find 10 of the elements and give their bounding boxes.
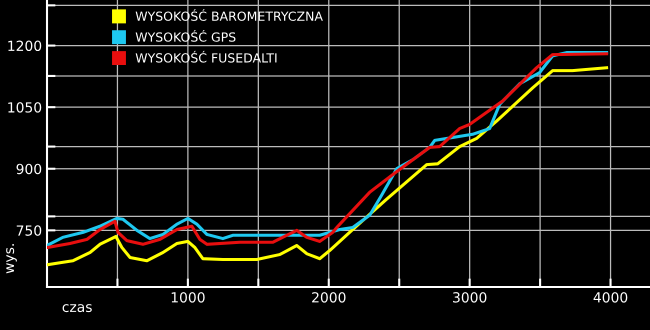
y-axis-title: wys.: [6, 244, 17, 274]
y-tick-label: 1050: [8, 102, 42, 113]
x-tick-label: 4000: [594, 292, 628, 303]
y-tick-label: 900: [16, 164, 42, 174]
x-tick-label: 2000: [312, 292, 346, 303]
x-tick-label: 3000: [453, 292, 486, 303]
x-tick-label: 1000: [172, 292, 205, 303]
y-tick-label: 1200: [8, 40, 42, 52]
y-tick-label: 750: [16, 225, 42, 236]
x-axis-title: czas: [62, 304, 92, 312]
